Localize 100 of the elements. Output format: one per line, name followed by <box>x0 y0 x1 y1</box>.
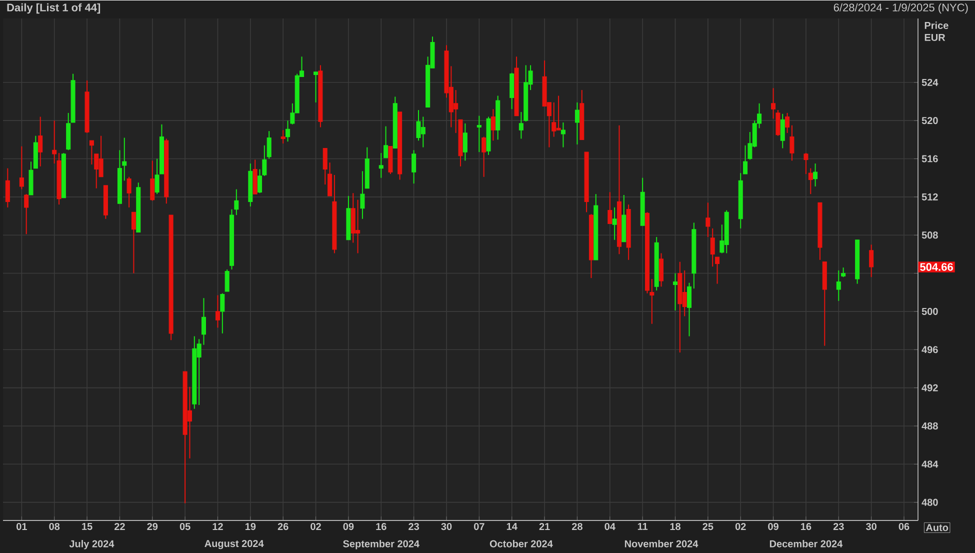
y-tick-label: 480 <box>922 498 938 506</box>
candlestick <box>650 278 654 324</box>
x-tick-label: 09 <box>768 522 778 530</box>
candlestick <box>220 292 225 334</box>
candlestick <box>5 168 10 208</box>
candlestick <box>131 211 136 274</box>
candlestick <box>224 268 230 292</box>
candlestick <box>510 72 514 110</box>
candlestick <box>314 71 318 103</box>
candlestick <box>612 206 617 240</box>
x-tick-label: 04 <box>604 522 616 530</box>
x-tick-label: 30 <box>866 522 876 530</box>
x-tick-label: 18 <box>670 522 680 530</box>
candlestick <box>476 115 482 152</box>
chart-title: Daily [List 1 of 44] <box>7 3 100 14</box>
candlestick <box>38 116 43 167</box>
y-tick-label: 520 <box>922 116 938 124</box>
candlestick <box>686 282 692 337</box>
text: Auto <box>926 524 948 531</box>
candlestick <box>790 124 794 161</box>
text: December 2024 <box>770 540 843 548</box>
candlestick <box>234 188 239 216</box>
candlestick <box>384 126 388 158</box>
y-tick-label: 484 <box>922 460 938 468</box>
candlestick <box>743 144 748 174</box>
candlestick <box>574 102 580 145</box>
candlestick <box>462 122 468 161</box>
x-tick-label: 14 <box>506 522 518 530</box>
candlestick <box>266 130 272 160</box>
x-tick-label: 19 <box>245 522 256 530</box>
x-tick-label: 12 <box>212 522 223 530</box>
candlestick <box>658 252 664 287</box>
candlestick <box>89 140 94 165</box>
candlestick <box>706 202 710 238</box>
x-tick-label: 06 <box>898 522 910 530</box>
y-tick-label: 496 <box>922 346 938 353</box>
y-tick-label: 492 <box>922 384 938 392</box>
text: July 2024 <box>69 540 114 550</box>
candlestick <box>412 149 416 184</box>
x-tick-label: 28 <box>572 522 582 530</box>
x-tick-label: 05 <box>180 522 190 530</box>
text: November 2024 <box>624 540 698 548</box>
x-tick-label: 16 <box>801 522 812 530</box>
candlestick <box>841 266 846 278</box>
x-tick-label: 23 <box>408 522 420 530</box>
y-tick-label: 508 <box>922 231 938 238</box>
candlestick <box>378 152 384 178</box>
y-axis-title: Price EUR <box>924 21 948 41</box>
candlestick <box>560 122 566 148</box>
text: September 2024 <box>343 540 420 550</box>
candlestick <box>122 137 127 181</box>
x-tick-label: 25 <box>702 522 714 530</box>
candlestick <box>780 113 785 149</box>
candlestick <box>328 162 332 196</box>
candlestick <box>360 170 365 220</box>
candlestick <box>19 146 24 190</box>
candlestick <box>482 136 486 178</box>
x-tick-label: 23 <box>833 522 844 530</box>
candlestick <box>280 129 286 144</box>
candlestick <box>322 148 328 185</box>
x-tick-label: 15 <box>82 522 92 530</box>
candlestick <box>518 111 524 139</box>
candlestick <box>804 152 808 174</box>
x-tick-label: 02 <box>735 522 746 530</box>
text: October 2024 <box>490 540 553 548</box>
x-tick-label: 16 <box>376 522 386 530</box>
candlestick <box>126 176 132 208</box>
x-tick-label: 09 <box>343 522 354 530</box>
candlestick <box>24 193 29 234</box>
y-tick-label: 500 <box>922 308 938 315</box>
candlestick <box>836 270 841 302</box>
text: August 2024 <box>204 540 264 549</box>
candlestick <box>785 112 790 134</box>
candlestick <box>154 158 160 194</box>
x-tick-label: 21 <box>539 522 550 530</box>
text: 504.66 <box>920 262 953 271</box>
candlestick <box>672 272 678 311</box>
y-tick-label: 488 <box>922 422 938 430</box>
x-tick-label: 30 <box>441 522 452 530</box>
x-tick-label: 02 <box>310 522 321 530</box>
x-tick-label: 11 <box>638 522 648 530</box>
x-tick-label: 07 <box>474 522 484 530</box>
candlestick <box>813 162 818 187</box>
x-tick-label: 08 <box>49 522 60 530</box>
x-tick-label: 01 <box>16 522 27 530</box>
candlestick <box>150 160 155 202</box>
y-tick-label: 516 <box>922 154 938 162</box>
y-tick-label: 524 <box>922 78 938 86</box>
candlestick <box>608 191 612 224</box>
candlestick <box>715 256 720 284</box>
x-tick-label: 26 <box>278 522 288 530</box>
candlestick <box>869 244 874 278</box>
candlestick <box>215 294 220 328</box>
x-tick-label: 22 <box>114 522 125 530</box>
x-tick-label: 29 <box>147 522 158 530</box>
chart-subtitle: 6/28/2024 - 1/9/2025 (NYC) <box>834 3 968 14</box>
y-tick-label: 512 <box>922 193 938 200</box>
candlestick <box>808 168 813 194</box>
candlestick <box>490 108 496 141</box>
candlestick <box>710 228 715 267</box>
